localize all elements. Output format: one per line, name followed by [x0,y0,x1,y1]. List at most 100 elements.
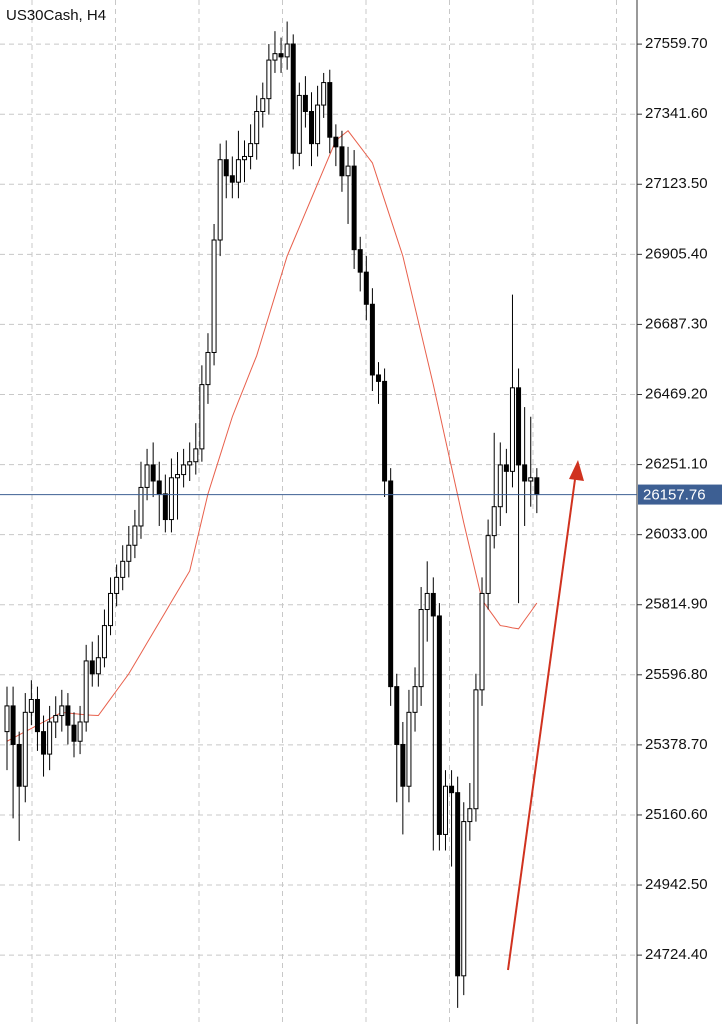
candle-body [101,625,107,659]
candle-body [315,104,321,145]
candle-body [211,239,217,353]
candle-body [77,721,83,742]
y-tick-label: 27341.60 [645,105,708,122]
candle-body [400,743,406,787]
candle-body [442,785,448,835]
y-tick-label: 26469.20 [645,385,708,402]
candle-body [503,464,509,472]
y-tick-label: 26251.10 [645,456,708,473]
candle-body [363,271,369,305]
y-tick-label: 27559.70 [645,35,708,52]
candle-body [205,351,211,386]
current-price-box [638,484,722,505]
candle-body [302,94,308,112]
candle-body [375,374,381,382]
candle-body [138,486,144,527]
y-tick-label: 26687.30 [645,315,708,332]
candle-body [497,464,503,508]
candle-body [150,464,156,482]
candle-body [235,159,241,183]
candle-body [369,303,375,376]
candle-body [71,724,77,742]
candle-body [345,165,351,177]
candle-body [333,136,339,148]
candle-body [223,159,229,177]
candle-body [522,464,528,482]
candle-body [357,249,363,273]
candle-body [351,165,357,251]
candle-body [108,592,114,627]
candle-body [430,592,436,617]
candle-body [89,660,95,675]
candle-body [16,743,22,787]
candle-body [193,448,199,463]
candle-body [485,535,491,594]
candle-body [28,698,34,713]
candle-body [199,384,205,450]
candle-body [248,143,254,157]
candle-body [473,689,479,810]
candle-body [412,686,418,713]
y-tick-label: 25814.90 [645,596,708,613]
candle-body [284,43,290,58]
candle-body [22,711,28,787]
candle-body [156,480,162,495]
candle-body [309,110,314,145]
moving-average [6,130,538,742]
candle-body [242,155,248,161]
candle-body [95,657,101,675]
candle-body [65,705,71,726]
candle-body [83,660,89,723]
candle-body [296,94,302,154]
annotation-arrow [507,460,584,971]
candle-body [4,705,10,733]
candle-body [126,544,132,562]
candle-body [406,711,412,787]
candle-body [217,159,223,241]
candle-body [321,82,327,106]
candle-body [516,387,522,466]
candle-body [168,477,174,521]
y-tick-label: 26905.40 [645,245,708,262]
candle-body [175,474,181,479]
candle-body [10,705,16,745]
y-tick-label: 26033.00 [645,526,708,543]
candle-body [254,110,260,145]
candle-body [339,146,345,177]
candle-body [491,506,497,537]
candle-body [479,592,485,691]
y-tick-label: 25378.70 [645,736,708,753]
candle-body [162,493,168,521]
candle-body [436,615,442,835]
candle-body [534,477,540,496]
candle-body [278,53,284,58]
candle-body [41,731,47,755]
candle-body [449,785,455,794]
candle-body [382,380,388,482]
y-tick-label: 27123.50 [645,175,708,192]
y-tick-label: 24942.50 [645,876,708,893]
candle-body [528,477,534,482]
candle-body [144,464,150,488]
candle-body [394,686,400,745]
candle-body [120,560,126,578]
candle-body [132,525,138,546]
current-price-label: 26157.76 [643,487,706,504]
candle-body [418,609,424,688]
candle-body [187,461,193,466]
candle-body [59,705,65,717]
candle-body [388,480,394,688]
candle-body [53,715,59,723]
candle-body [455,792,461,977]
candle-body [467,808,473,823]
candle-body [290,43,296,154]
candle-body [260,98,266,112]
candle-body [47,721,53,755]
y-tick-label: 25596.80 [645,666,708,683]
candle-body [424,592,430,611]
candle-body [181,464,187,476]
y-tick-label: 24724.40 [645,946,708,963]
candle-body [272,53,278,61]
candle-body [34,698,40,733]
